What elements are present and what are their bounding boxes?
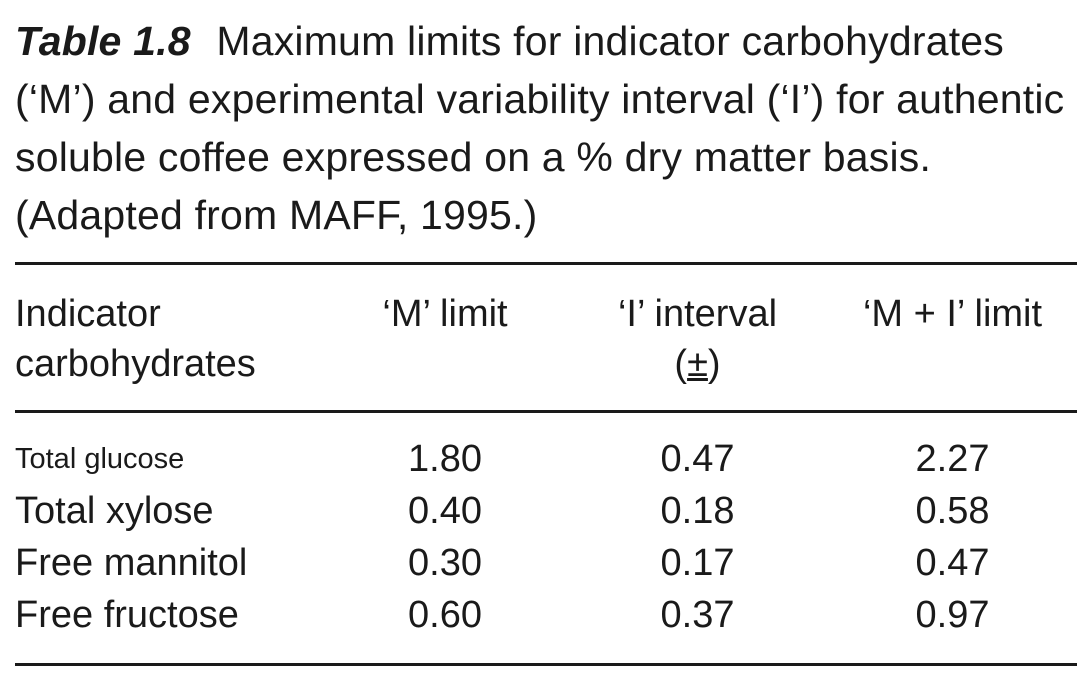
header-col1-line2: carbohydrates bbox=[15, 343, 256, 385]
header-m-limit: ‘M’ limit bbox=[340, 289, 550, 339]
header-col3-paren-close: ) bbox=[707, 343, 721, 385]
row-m-plus-i: 0.47 bbox=[915, 542, 990, 584]
plus-minus-symbol: ± bbox=[687, 343, 708, 385]
header-col3-line2: (±) bbox=[590, 339, 805, 389]
row-m-plus-i: 0.58 bbox=[915, 490, 990, 532]
caption-text: Maximum limits for indicator carbohydrat… bbox=[15, 18, 1065, 238]
header-indicator-carbohydrates: Indicator carbohydrates bbox=[15, 289, 345, 389]
row-m-limit: 0.40 bbox=[408, 490, 482, 532]
row-i-interval: 0.37 bbox=[660, 594, 735, 636]
header-col1-line1: Indicator bbox=[15, 293, 161, 335]
row-m-plus-i: 2.27 bbox=[915, 438, 990, 480]
table-row: Free mannitol 0.30 0.17 0.47 bbox=[0, 537, 1087, 589]
row-i-interval: 0.18 bbox=[660, 490, 735, 532]
table-number: Table 1.8 bbox=[15, 18, 191, 64]
row-name: Free mannitol bbox=[15, 542, 248, 584]
table-row: Total xylose 0.40 0.18 0.58 bbox=[0, 485, 1087, 537]
bottom-rule bbox=[15, 663, 1077, 666]
header-col3-line1: ‘I’ interval bbox=[617, 293, 778, 335]
table-caption: Table 1.8 Maximum limits for indicator c… bbox=[15, 12, 1080, 244]
table-row: Total glucose 1.80 0.47 2.27 bbox=[0, 433, 1087, 485]
row-i-interval: 0.17 bbox=[660, 542, 735, 584]
row-m-limit: 0.60 bbox=[408, 594, 482, 636]
header-i-interval: ‘I’ interval (±) bbox=[590, 289, 805, 389]
row-i-interval: 0.47 bbox=[660, 438, 735, 480]
top-rule bbox=[15, 262, 1077, 265]
row-name: Total glucose bbox=[15, 443, 185, 475]
row-m-limit: 0.30 bbox=[408, 542, 482, 584]
header-m-plus-i-limit: ‘M + I’ limit bbox=[835, 289, 1070, 339]
table-row: Free fructose 0.60 0.37 0.97 bbox=[0, 589, 1087, 641]
header-col2-text: ‘M’ limit bbox=[382, 293, 508, 335]
header-col4-text: ‘M + I’ limit bbox=[862, 293, 1043, 335]
row-name: Total xylose bbox=[15, 490, 214, 532]
header-col3-paren-open: ( bbox=[674, 343, 688, 385]
header-rule bbox=[15, 410, 1077, 413]
row-m-limit: 1.80 bbox=[408, 438, 482, 480]
row-m-plus-i: 0.97 bbox=[915, 594, 990, 636]
row-name: Free fructose bbox=[15, 594, 239, 636]
